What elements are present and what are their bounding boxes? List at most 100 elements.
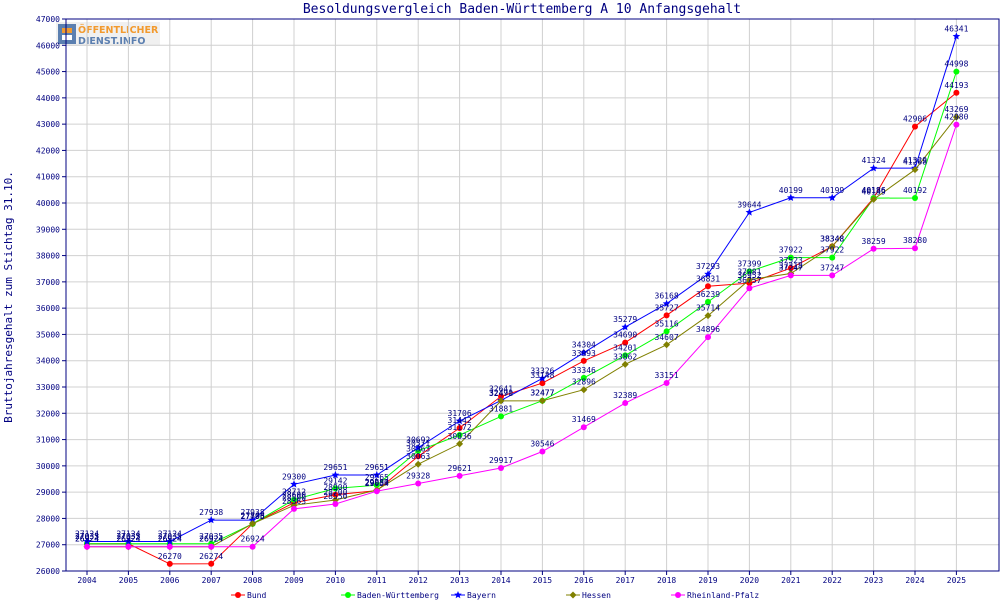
- data-label: 31172: [448, 423, 472, 432]
- data-point: [870, 195, 878, 203]
- logo-mark-icon: [58, 24, 76, 44]
- legend-label: Baden-Württemberg: [357, 591, 439, 600]
- data-point: [539, 448, 546, 455]
- data-label: 40199: [820, 186, 844, 195]
- data-point: [663, 312, 670, 319]
- data-label: 36168: [655, 292, 679, 301]
- data-point: [249, 520, 257, 528]
- y-tick-label: 34000: [36, 357, 60, 366]
- grid: [66, 18, 999, 572]
- x-tick-label: 2013: [450, 576, 469, 585]
- data-label: 27124: [75, 529, 99, 538]
- data-label: 30692: [406, 436, 430, 445]
- data-point: [331, 471, 340, 479]
- data-label: 27800: [241, 512, 265, 521]
- data-label: 33993: [572, 349, 596, 358]
- x-tick-label: 2015: [533, 576, 552, 585]
- data-label: 38280: [903, 236, 927, 245]
- legend-marker: [235, 592, 241, 598]
- series-4: [84, 121, 960, 550]
- series-line: [87, 124, 957, 548]
- y-tick-label: 30000: [36, 462, 60, 471]
- data-label: 46341: [944, 24, 968, 33]
- data-point: [704, 270, 712, 278]
- data-label: 27938: [199, 508, 223, 517]
- data-point: [829, 272, 836, 279]
- data-point: [746, 285, 753, 292]
- data-label: 36831: [696, 274, 720, 283]
- data-label: 32477: [530, 389, 554, 398]
- data-label: 27124: [116, 529, 140, 538]
- y-tick-label: 42000: [36, 146, 60, 155]
- data-label: 27035: [158, 532, 182, 541]
- series-group: [83, 32, 961, 567]
- data-label: 31442: [448, 416, 472, 425]
- data-label: 37293: [696, 262, 720, 271]
- data-label: 26924: [75, 535, 99, 544]
- data-point: [332, 485, 339, 492]
- data-label: 38348: [820, 234, 844, 243]
- data-point: [953, 68, 960, 75]
- data-label: 32389: [613, 391, 637, 400]
- data-label: 26274: [199, 552, 223, 561]
- series-3: [83, 113, 960, 551]
- y-tick-label: 45000: [36, 68, 60, 77]
- data-label: 27033: [116, 532, 140, 541]
- data-point: [870, 245, 877, 252]
- x-tick-label: 2011: [367, 576, 386, 585]
- data-point: [84, 543, 90, 550]
- data-label: 44998: [944, 60, 968, 69]
- data-label: 27035: [199, 532, 223, 541]
- data-label: 32491: [489, 388, 513, 397]
- legend-label: Hessen: [582, 591, 611, 600]
- y-tick-label: 39000: [36, 225, 60, 234]
- legend-label: Bayern: [467, 591, 496, 600]
- data-label: 33151: [655, 371, 679, 380]
- data-label: 37247: [820, 263, 844, 272]
- data-label: 30063: [406, 452, 430, 461]
- data-label: 29265: [365, 473, 389, 482]
- data-label: 26270: [158, 552, 182, 561]
- data-point: [787, 265, 794, 272]
- data-label: 41329: [903, 156, 927, 165]
- data-point: [166, 543, 173, 550]
- data-label: 35714: [696, 304, 720, 313]
- data-point: [621, 323, 629, 331]
- data-point: [207, 516, 215, 524]
- x-tick-label: 2006: [160, 576, 179, 585]
- data-label: 26924: [199, 535, 223, 544]
- y-tick-label: 28000: [36, 514, 60, 523]
- data-label: 26924: [75, 535, 99, 544]
- data-label: 29328: [406, 472, 430, 481]
- data-point: [373, 482, 380, 489]
- x-tick-label: 2018: [657, 576, 676, 585]
- data-label: 27938: [241, 508, 265, 517]
- y-tick-label: 26000: [36, 567, 60, 576]
- data-label: 29621: [448, 464, 472, 473]
- data-point: [166, 560, 173, 567]
- x-tick-label: 2023: [864, 576, 883, 585]
- y-tick-label: 31000: [36, 436, 60, 445]
- y-tick-label: 37000: [36, 278, 60, 287]
- data-point: [952, 32, 961, 40]
- plot-frame: [65, 18, 1000, 572]
- legend-marker: [675, 592, 681, 598]
- data-label: 32896: [572, 378, 596, 387]
- y-tick-label: 41000: [36, 173, 60, 182]
- data-label: 29080: [365, 478, 389, 487]
- data-point: [745, 208, 754, 216]
- x-tick-label: 2007: [202, 576, 221, 585]
- data-label: 27796: [241, 512, 265, 521]
- data-label: 27033: [75, 532, 99, 541]
- data-point: [787, 254, 794, 261]
- data-label: 32641: [489, 384, 513, 393]
- y-tick-label: 32000: [36, 409, 60, 418]
- y-tick-label: 44000: [36, 94, 60, 103]
- legend: Bund Baden-Württemberg Bayern Hessen Rheinla…: [231, 591, 759, 600]
- data-label: 27795: [241, 512, 265, 521]
- data-point: [415, 480, 422, 487]
- legend-marker: [569, 591, 577, 599]
- data-label: 34201: [613, 343, 637, 352]
- x-tick-label: 2004: [77, 576, 96, 585]
